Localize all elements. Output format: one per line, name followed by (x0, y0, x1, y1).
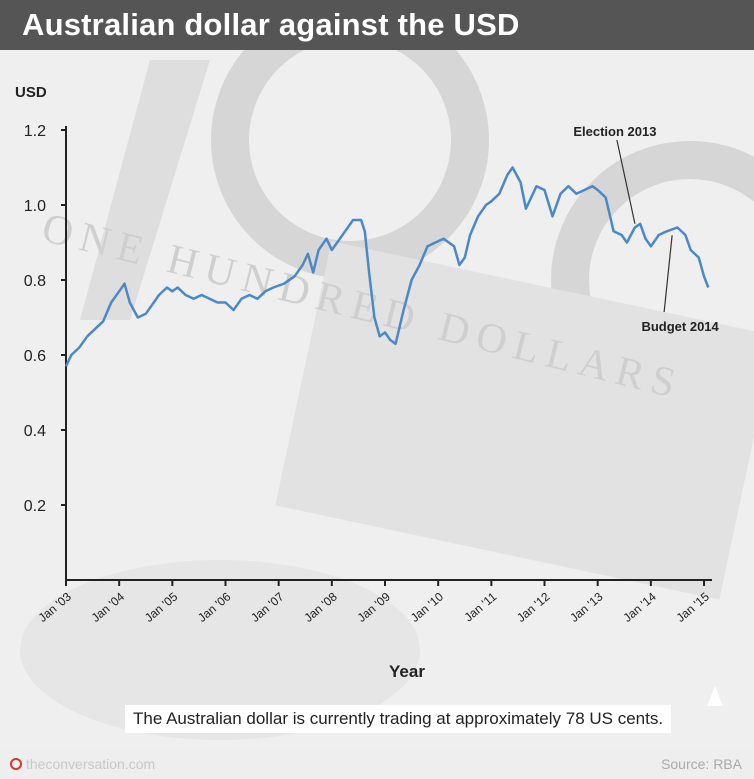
election-annotation-label: Election 2013 (573, 124, 656, 139)
conversation-logo-icon (10, 758, 22, 770)
data-layer (64, 166, 710, 367)
callout-box: The Australian dollar is currently tradi… (125, 705, 672, 733)
y-tick-label: 0.6 (24, 348, 46, 365)
footer-brand[interactable]: theconversation.com (10, 756, 155, 772)
banknote-one-stroke (80, 60, 210, 320)
election-annotation-leader (616, 139, 636, 224)
banknote-shadow (20, 560, 420, 740)
budget-annotation-label: Budget 2014 (641, 319, 719, 334)
banknote-background: ONE HUNDRED DOLLARS (0, 50, 754, 750)
y-axis-label: USD (15, 84, 47, 101)
line-chart: ONE HUNDRED DOLLARS USD Year 0.2 0.4 0.6 0.8 1… (0, 50, 754, 750)
brand-text: theconversation.com (26, 756, 156, 772)
aud-usd-line (64, 166, 710, 367)
y-tick-label: 0.2 (24, 498, 46, 515)
annotations: Election 2013 Budget 2014 (573, 124, 719, 334)
banknote-pattern-panel (275, 241, 754, 600)
y-tick-label: 0.4 (24, 423, 46, 440)
budget-annotation-leader (663, 235, 673, 313)
y-tick-label: 0.8 (24, 273, 46, 290)
x-axis-label: Year (389, 662, 425, 681)
callout-pointer (707, 686, 723, 706)
y-tick-label: 1.2 (24, 123, 46, 140)
chart-title: Australian dollar against the USD (22, 7, 520, 42)
title-bar: Australian dollar against the USD (0, 0, 754, 50)
y-tick-label: 1.0 (24, 198, 46, 215)
source-note: Source: RBA (661, 756, 742, 772)
